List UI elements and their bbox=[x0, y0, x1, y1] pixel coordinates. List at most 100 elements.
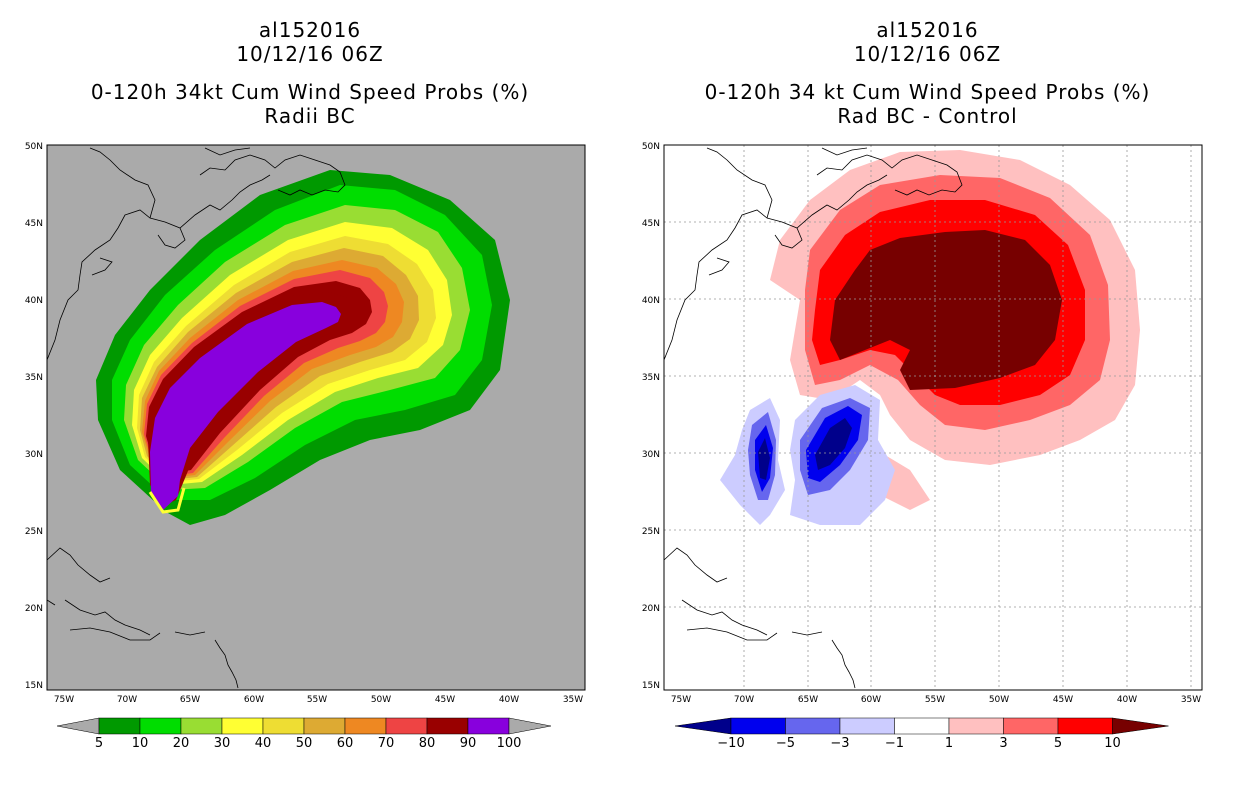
colorbar-right-arrow bbox=[1112, 717, 1169, 735]
right-map-frame bbox=[663, 144, 1203, 691]
colorbar-label: 1 bbox=[945, 736, 953, 751]
colorbar-label: 5 bbox=[1054, 736, 1062, 751]
left-colorbar: 5 10 20 30 40 50 60 70 80 90 100 bbox=[56, 717, 552, 751]
left-chart-subtitle: Radii BC bbox=[264, 104, 356, 128]
left-lon-tick-40w: 40W bbox=[499, 695, 519, 705]
left-coastlines bbox=[47, 147, 346, 689]
right-lat-tick-20n: 20N bbox=[642, 604, 660, 614]
colorbar-label: 10 bbox=[132, 736, 149, 751]
left-lon-tick-75w: 75W bbox=[54, 695, 74, 705]
right-gridlines bbox=[664, 145, 1202, 690]
colorbar-label: 50 bbox=[296, 736, 313, 751]
left-lat-tick-35n: 35N bbox=[25, 373, 43, 383]
right-lon-tick-50w: 50W bbox=[989, 695, 1009, 705]
right-coastlines bbox=[664, 147, 963, 689]
pos-10-region bbox=[830, 230, 1062, 390]
colorbar-swatch bbox=[948, 717, 1004, 735]
left-datetime: 10/12/16 06Z bbox=[236, 42, 384, 66]
left-lat-tick-50n: 50N bbox=[25, 142, 43, 152]
colorbar-label: 30 bbox=[214, 736, 231, 751]
band-90 bbox=[148, 292, 356, 505]
colorbar-swatch bbox=[180, 717, 223, 735]
right-lon-tick-70w: 70W bbox=[734, 695, 754, 705]
colorbar-label: 3 bbox=[999, 736, 1007, 751]
colorbar-label: 80 bbox=[419, 736, 436, 751]
right-storm-id: al152016 bbox=[876, 18, 979, 42]
right-lat-tick-35n: 35N bbox=[642, 373, 660, 383]
right-lat-tick-15n: 15N bbox=[642, 681, 660, 691]
left-lon-tick-50w: 50W bbox=[371, 695, 391, 705]
left-lat-tick-15n: 15N bbox=[25, 681, 43, 691]
right-lon-tick-35w: 35W bbox=[1181, 695, 1201, 705]
right-lat-tick-25n: 25N bbox=[642, 527, 660, 537]
left-lon-tick-45w: 45W bbox=[435, 695, 455, 705]
colorbar-left-arrow bbox=[56, 717, 100, 735]
track-tip-outline bbox=[148, 487, 186, 514]
colorbar-label: 40 bbox=[255, 736, 272, 751]
left-probability-field bbox=[96, 170, 510, 525]
colorbar-swatch bbox=[426, 717, 469, 735]
colorbar-swatch bbox=[98, 717, 141, 735]
right-title-block: al152016 10/12/16 06Z 0-120h 34 kt Cum W… bbox=[655, 18, 1200, 128]
right-lat-ticks: 50N 45N 40N 35N 30N 25N 20N 15N bbox=[642, 142, 660, 691]
colorbar-right-arrow bbox=[508, 717, 552, 735]
colorbar-label: −5 bbox=[776, 736, 795, 751]
colorbar-swatch bbox=[262, 717, 305, 735]
colorbar-label: −10 bbox=[717, 736, 744, 751]
colorbar-label: −1 bbox=[885, 736, 904, 751]
colorbar-left-arrow bbox=[674, 717, 732, 735]
right-datetime: 10/12/16 06Z bbox=[853, 42, 1002, 66]
colorbar-swatch bbox=[1003, 717, 1059, 735]
left-lon-ticks: 75W 70W 65W 60W 55W 50W 45W 40W 35W bbox=[54, 695, 583, 705]
left-lat-tick-30n: 30N bbox=[25, 450, 43, 460]
neg-10-region-b bbox=[815, 418, 852, 470]
colorbar-label: 100 bbox=[497, 736, 522, 751]
right-lon-tick-75w: 75W bbox=[671, 695, 691, 705]
left-lon-tick-70w: 70W bbox=[117, 695, 137, 705]
colorbar-swatch bbox=[303, 717, 346, 735]
colorbar-swatch bbox=[839, 717, 895, 735]
left-lon-tick-35w: 35W bbox=[563, 695, 583, 705]
colorbar-swatch bbox=[139, 717, 182, 735]
right-lat-tick-30n: 30N bbox=[642, 450, 660, 460]
left-lat-tick-20n: 20N bbox=[25, 604, 43, 614]
left-lon-tick-55w: 55W bbox=[307, 695, 327, 705]
left-chart-title: 0-120h 34kt Cum Wind Speed Probs (%) bbox=[90, 80, 530, 104]
colorbar-swatch bbox=[467, 717, 510, 735]
colorbar-label: 70 bbox=[378, 736, 395, 751]
colorbar-label: 90 bbox=[460, 736, 477, 751]
colorbar-swatch bbox=[344, 717, 387, 735]
right-colorbar: −10 −5 −3 −1 1 3 5 10 bbox=[674, 717, 1169, 751]
colorbar-swatch bbox=[785, 717, 841, 735]
colorbar-swatch bbox=[730, 717, 786, 735]
right-lon-tick-60w: 60W bbox=[861, 695, 881, 705]
colorbar-label: 60 bbox=[337, 736, 354, 751]
left-title-block: al152016 10/12/16 06Z 0-120h 34kt Cum Wi… bbox=[40, 18, 580, 128]
colorbar-label: 5 bbox=[95, 736, 103, 751]
colorbar-swatch bbox=[894, 717, 950, 735]
colorbar-swatch bbox=[1057, 717, 1113, 735]
right-lon-tick-55w: 55W bbox=[925, 695, 945, 705]
right-lon-ticks: 75W 70W 65W 60W 55W 50W 45W 40W 35W bbox=[671, 695, 1201, 705]
right-lon-tick-40w: 40W bbox=[1117, 695, 1137, 705]
left-lon-tick-65w: 65W bbox=[180, 695, 200, 705]
left-lat-tick-40n: 40N bbox=[25, 296, 43, 306]
right-lon-tick-45w: 45W bbox=[1053, 695, 1073, 705]
right-lat-tick-40n: 40N bbox=[642, 296, 660, 306]
right-map: 75W 70W 65W 60W 55W 50W 45W 40W 35W 50N … bbox=[642, 142, 1203, 705]
colorbar-swatch bbox=[385, 717, 428, 735]
right-chart-title: 0-120h 34 kt Cum Wind Speed Probs (%) bbox=[704, 80, 1151, 104]
left-storm-id: al152016 bbox=[258, 18, 362, 42]
left-lat-ticks: 50N 45N 40N 35N 30N 25N 20N 15N bbox=[25, 142, 43, 691]
colorbar-label: −3 bbox=[830, 736, 849, 751]
left-lon-tick-60w: 60W bbox=[244, 695, 264, 705]
neg-10-region-a bbox=[758, 438, 770, 480]
band-100 bbox=[150, 302, 341, 510]
colorbar-label: 20 bbox=[173, 736, 190, 751]
left-lat-tick-45n: 45N bbox=[25, 219, 43, 229]
right-lon-tick-65w: 65W bbox=[798, 695, 818, 705]
left-lat-tick-25n: 25N bbox=[25, 527, 43, 537]
colorbar-swatch bbox=[221, 717, 264, 735]
left-map-frame bbox=[46, 144, 586, 691]
